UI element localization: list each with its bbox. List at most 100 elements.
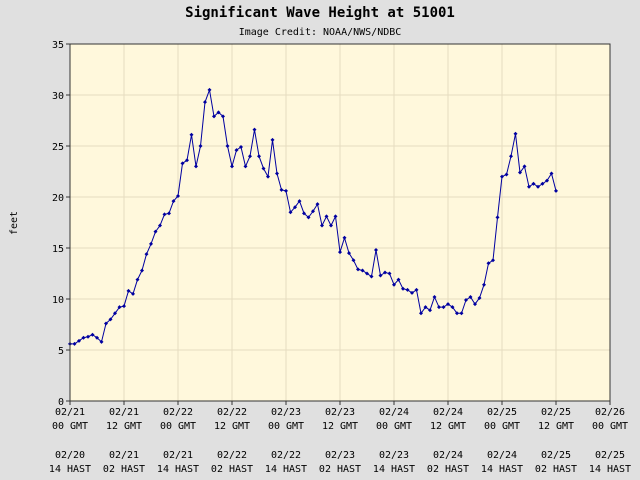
data-point <box>189 132 194 137</box>
x-tick-local-label: 14 HAST <box>589 464 631 475</box>
data-point <box>518 170 522 175</box>
x-tick-local-label: 02/25 <box>595 450 625 461</box>
x-tick-local-label: 14 HAST <box>481 464 523 475</box>
data-point <box>126 288 131 293</box>
data-point <box>95 335 99 340</box>
data-point <box>477 295 482 300</box>
data-point <box>464 298 468 303</box>
x-tick-label: 12 GMT <box>538 421 574 432</box>
data-point <box>428 308 432 313</box>
data-point <box>279 187 284 192</box>
x-tick-local-label: 02/23 <box>325 450 355 461</box>
x-tick-label: 02/24 <box>379 407 409 418</box>
data-point <box>266 174 270 179</box>
data-point <box>185 158 189 163</box>
data-point <box>221 114 225 119</box>
data-point <box>491 258 495 263</box>
data-point <box>432 294 437 299</box>
data-point <box>383 270 387 275</box>
data-point <box>302 211 306 216</box>
data-point <box>315 202 320 207</box>
data-point <box>527 184 531 189</box>
x-tick-local-label: 02/21 <box>109 450 139 461</box>
data-point <box>338 250 342 255</box>
data-point <box>441 305 446 310</box>
x-tick-label: 02/21 <box>55 407 85 418</box>
x-tick-local-label: 02 HAST <box>103 464 145 475</box>
x-tick-label: 02/26 <box>595 407 625 418</box>
data-point <box>540 181 545 186</box>
data-point <box>207 87 212 92</box>
data-point <box>113 311 117 316</box>
data-point <box>342 235 347 240</box>
data-point <box>554 188 558 193</box>
x-tick-label: 12 GMT <box>430 421 466 432</box>
x-tick-local-label: 14 HAST <box>157 464 199 475</box>
data-point <box>356 267 360 272</box>
x-tick-label: 02/21 <box>109 407 139 418</box>
x-tick-local-label: 14 HAST <box>373 464 415 475</box>
x-tick-label: 02/22 <box>217 407 247 418</box>
data-point <box>198 144 203 148</box>
x-tick-local-label: 14 HAST <box>265 464 307 475</box>
data-point <box>284 188 288 193</box>
data-point <box>387 271 392 276</box>
data-point <box>104 321 108 326</box>
data-point <box>153 229 158 234</box>
y-tick-label: 15 <box>52 244 64 255</box>
x-tick-label: 12 GMT <box>106 421 142 432</box>
data-point <box>446 302 450 307</box>
data-point <box>365 271 369 276</box>
data-point <box>311 209 315 214</box>
y-tick-label: 35 <box>52 40 64 51</box>
data-point <box>90 332 95 337</box>
data-point <box>545 178 549 183</box>
x-tick-local-label: 02/22 <box>271 450 301 461</box>
y-tick-label: 10 <box>52 295 64 306</box>
data-point <box>234 148 239 153</box>
x-tick-local-label: 02/24 <box>433 450 463 461</box>
x-tick-label: 02/23 <box>271 407 301 418</box>
x-tick-label: 00 GMT <box>52 421 88 432</box>
x-tick-local-label: 02/20 <box>55 450 85 461</box>
data-point <box>531 181 536 186</box>
data-point <box>536 184 540 189</box>
data-point <box>374 248 378 253</box>
data-point <box>239 145 243 150</box>
subtitle: Image Credit: NOAA/NWS/NDBC <box>239 27 402 38</box>
data-point <box>482 282 486 287</box>
data-point <box>248 154 252 159</box>
x-tick-label: 02/23 <box>325 407 355 418</box>
x-tick-label: 12 GMT <box>322 421 358 432</box>
x-tick-local-label: 02/21 <box>163 450 193 461</box>
y-axis-label: feet <box>9 211 20 235</box>
x-tick-local-label: 02/22 <box>217 450 247 461</box>
data-point <box>522 164 527 169</box>
data-point <box>230 164 234 169</box>
data-point <box>419 311 423 316</box>
x-tick-local-label: 14 HAST <box>49 464 91 475</box>
data-point <box>135 277 140 282</box>
data-point <box>117 305 122 310</box>
data-point <box>243 164 248 169</box>
data-point <box>162 212 167 217</box>
data-point <box>495 215 500 220</box>
x-tick-label: 02/22 <box>163 407 193 418</box>
data-point <box>329 223 333 228</box>
data-point <box>261 166 266 171</box>
data-point <box>333 214 338 219</box>
data-point <box>131 291 135 296</box>
data-point <box>405 287 410 292</box>
data-point <box>513 131 518 136</box>
data-point <box>212 114 216 119</box>
data-point <box>167 211 171 216</box>
x-tick-label: 00 GMT <box>376 421 412 432</box>
data-point <box>257 154 261 159</box>
data-point <box>473 302 477 307</box>
data-point <box>401 286 405 291</box>
data-point <box>297 199 302 204</box>
data-point <box>176 193 180 198</box>
data-point <box>275 171 279 176</box>
data-point <box>293 205 297 210</box>
data-point <box>149 241 153 246</box>
